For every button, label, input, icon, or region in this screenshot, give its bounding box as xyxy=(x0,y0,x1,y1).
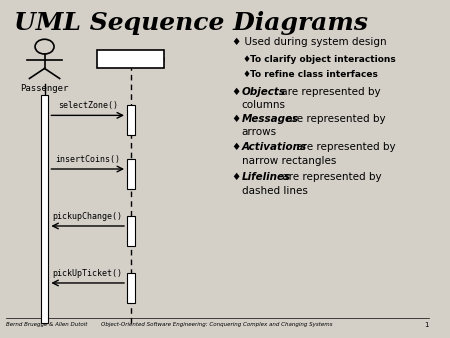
Text: Bernd Bruegge & Allen Dutoit: Bernd Bruegge & Allen Dutoit xyxy=(6,321,87,327)
Text: :aTicketMachine: :aTicketMachine xyxy=(96,55,166,64)
Text: Lifelines: Lifelines xyxy=(242,172,291,183)
Text: columns: columns xyxy=(242,100,286,110)
Text: are represented by: are represented by xyxy=(292,142,395,152)
Text: narrow rectangles: narrow rectangles xyxy=(242,155,336,166)
Text: are represented by: are represented by xyxy=(279,172,382,183)
Bar xyxy=(127,159,135,189)
Bar xyxy=(97,50,164,68)
Text: To clarify object interactions: To clarify object interactions xyxy=(249,55,395,64)
Text: Passenger: Passenger xyxy=(20,83,69,93)
Bar xyxy=(40,95,49,323)
Text: are represented by: are represented by xyxy=(278,87,380,97)
Text: Objects: Objects xyxy=(242,87,286,97)
Text: ♦: ♦ xyxy=(232,87,245,97)
Text: Activations: Activations xyxy=(242,142,307,152)
Text: pickupChange(): pickupChange() xyxy=(53,212,123,221)
Bar xyxy=(127,273,135,303)
Text: 1: 1 xyxy=(424,321,428,328)
Text: arrows: arrows xyxy=(242,127,277,137)
Text: are represented by: are represented by xyxy=(283,114,385,124)
Text: ♦: ♦ xyxy=(232,172,245,183)
Bar xyxy=(127,105,135,136)
Text: ♦: ♦ xyxy=(232,114,245,124)
Text: Object-Oriented Software Engineering: Conquering Complex and Changing Systems: Object-Oriented Software Engineering: Co… xyxy=(101,321,333,327)
Text: dashed lines: dashed lines xyxy=(242,186,308,196)
Bar xyxy=(127,216,135,246)
Text: To refine class interfaces: To refine class interfaces xyxy=(249,70,378,79)
Text: ♦ Used during system design: ♦ Used during system design xyxy=(232,37,387,47)
Text: UML Sequence Diagrams: UML Sequence Diagrams xyxy=(14,11,369,35)
Text: ♦: ♦ xyxy=(232,142,245,152)
Text: insertCoins(): insertCoins() xyxy=(55,155,120,164)
Text: ♦: ♦ xyxy=(243,70,254,79)
Text: pickUpTicket(): pickUpTicket() xyxy=(53,269,123,278)
Text: ♦: ♦ xyxy=(243,55,254,64)
Text: selectZone(): selectZone() xyxy=(58,101,118,110)
Text: Messages: Messages xyxy=(242,114,299,124)
